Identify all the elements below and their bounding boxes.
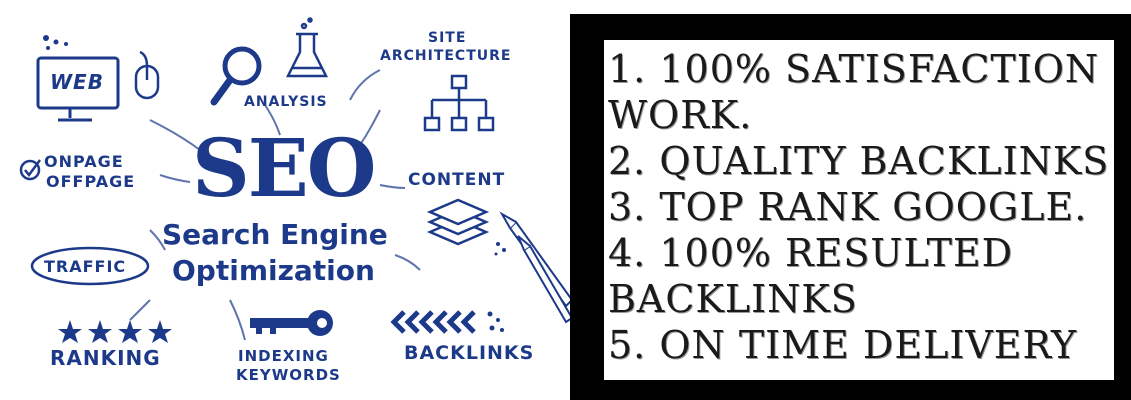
offpage-label: OFFPAGE [46, 172, 136, 191]
optimization-label: Optimization [172, 254, 375, 287]
traffic-label: TRAFFIC [44, 257, 127, 276]
feature-panel: 1. 100% SATISFACTION WORK. 2. QUALITY BA… [570, 14, 1131, 400]
content-label: CONTENT [408, 170, 506, 190]
feature-card: 1. 100% SATISFACTION WORK. 2. QUALITY BA… [604, 40, 1114, 380]
onpage-label: ONPAGE [44, 152, 124, 171]
chevrons-icon [390, 310, 476, 334]
keywords-label: KEYWORDS [236, 366, 341, 384]
site-label: SITE [428, 30, 467, 46]
feature-list: 1. 100% SATISFACTION WORK. 2. QUALITY BA… [608, 46, 1109, 368]
search-engine-label: Search Engine [162, 218, 388, 251]
feature-line: 1. 100% SATISFACTION [608, 47, 1100, 91]
feature-line: 4. 100% RESULTED [608, 231, 1014, 275]
seo-sketch-drawing [19, 17, 572, 343]
dots-decoration-2 [487, 242, 506, 332]
seo-title: SEO [192, 121, 376, 215]
stars-icon [58, 320, 172, 343]
sitemap-icon [423, 74, 495, 132]
mouse-icon [134, 50, 160, 100]
ranking-label: RANKING [50, 346, 161, 370]
analysis-label: ANALYSIS [244, 94, 328, 110]
architecture-label: ARCHITECTURE [380, 48, 512, 64]
backlinks-label: BACKLINKS [404, 342, 535, 364]
magnifier-icon [210, 46, 262, 106]
feature-line: BACKLINKS [608, 277, 858, 321]
connector-lines [129, 69, 421, 341]
feature-line: 3. TOP RANK GOOGLE. [608, 185, 1088, 229]
feature-line: 5. ON TIME DELIVERY [608, 323, 1078, 367]
layers-icon [426, 198, 490, 246]
seo-word-cloud: WEB ANALYSIS SITE ARCHITECTURE ONPAGE OF… [19, 17, 572, 384]
traffic-oval [30, 246, 150, 286]
check-icon [19, 159, 42, 181]
web-label: WEB [50, 70, 104, 94]
dots-decoration [43, 35, 68, 50]
pencil-icon [499, 211, 572, 324]
feature-line: WORK. [608, 93, 753, 137]
flask-icon [285, 17, 329, 78]
monitor-icon [36, 56, 120, 122]
feature-line: 2. QUALITY BACKLINKS [608, 139, 1110, 183]
indexing-label: INDEXING [238, 347, 329, 365]
key-icon [250, 310, 333, 336]
